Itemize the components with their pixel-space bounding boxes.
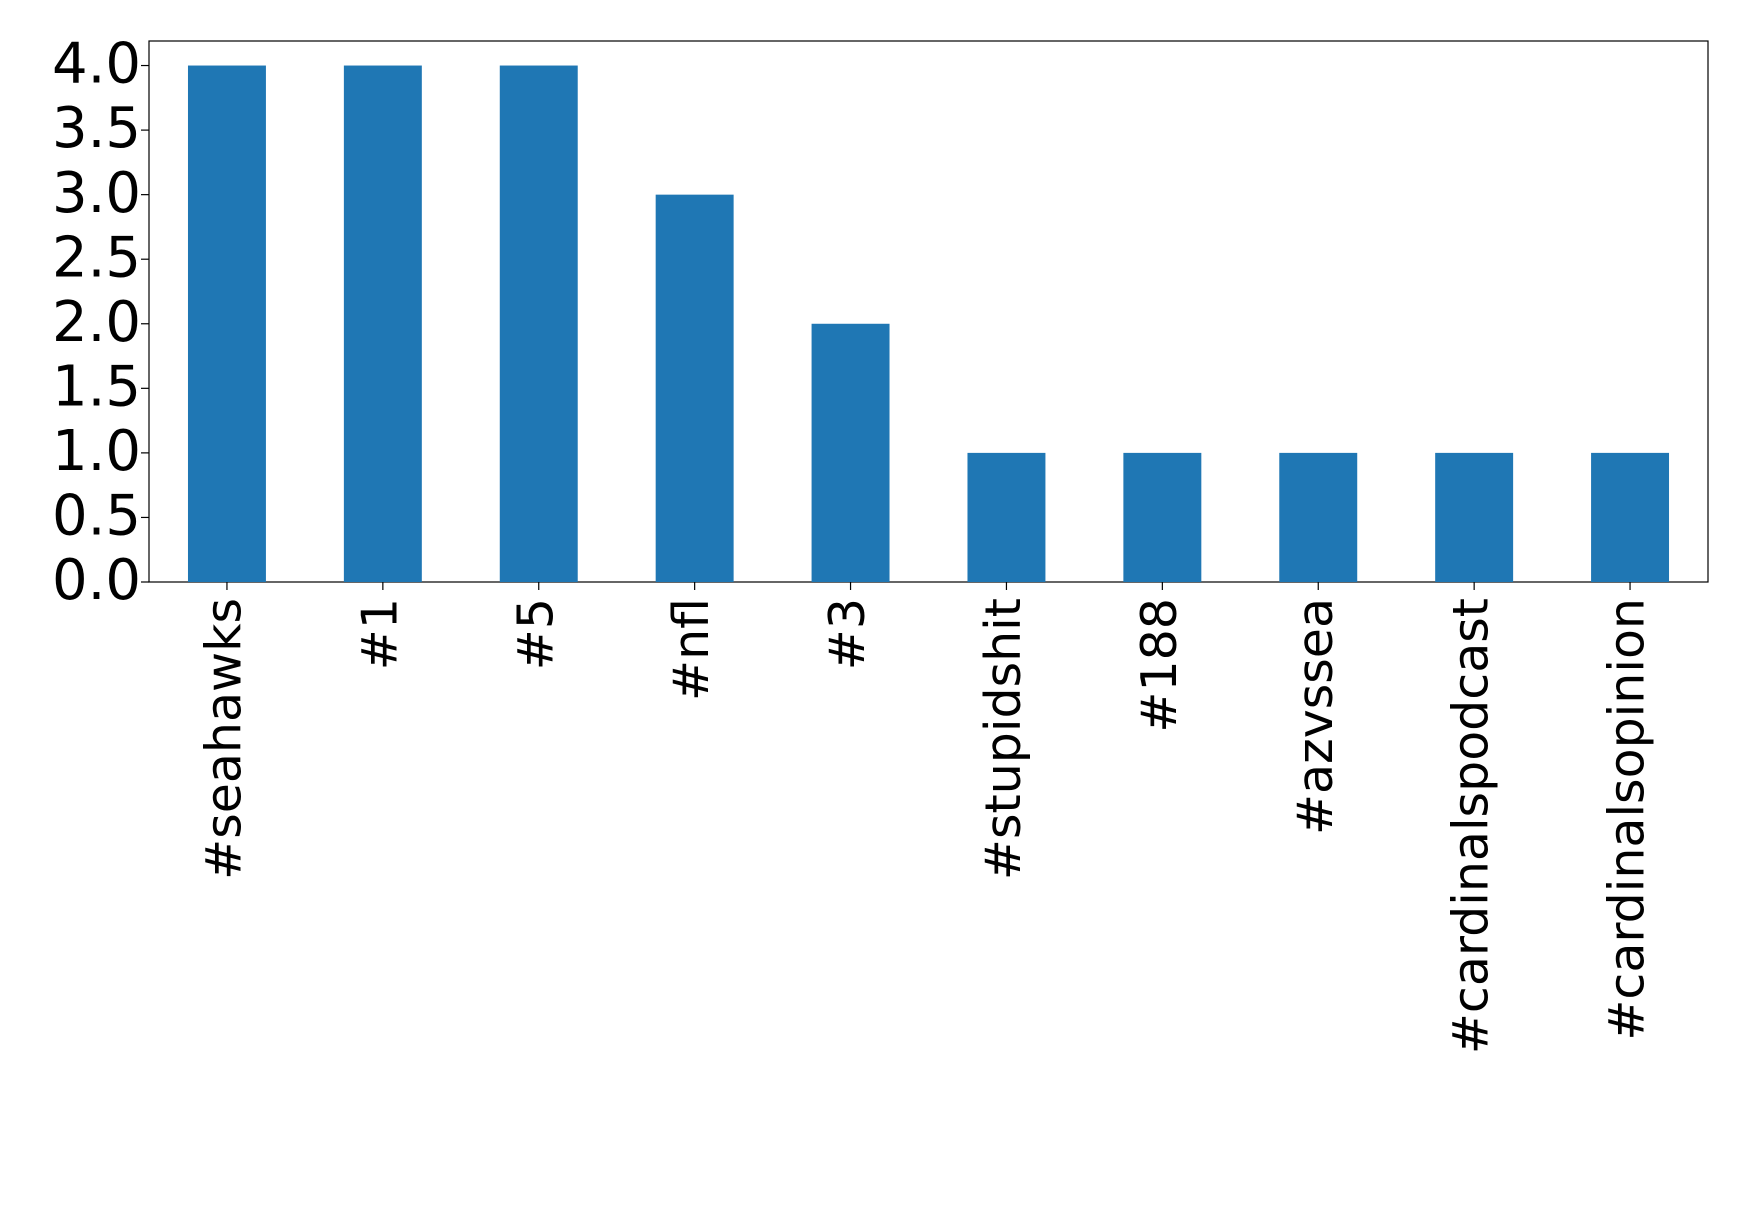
- bar: [1279, 452, 1358, 582]
- x-tick-label: #5: [507, 598, 564, 670]
- plot-frame: [148, 40, 1709, 583]
- y-tick-label: 3.5: [52, 96, 141, 161]
- bar: [499, 65, 578, 582]
- bar: [967, 452, 1046, 582]
- y-tick-label: 1.0: [52, 419, 141, 484]
- x-tick-label: #stupidshit: [975, 598, 1032, 880]
- bar: [811, 323, 890, 582]
- y-tick-label: 0.0: [52, 548, 141, 613]
- x-tick-label: #azvssea: [1287, 598, 1344, 835]
- bar: [1435, 452, 1514, 582]
- x-tick-label: #seahawks: [195, 598, 252, 880]
- x-tick-label: #nfl: [663, 598, 720, 701]
- x-tick-label: #3: [819, 598, 876, 670]
- y-tick-label: 3.0: [52, 161, 141, 226]
- y-tick-label: 2.5: [52, 225, 141, 290]
- bar: [187, 65, 266, 582]
- y-tick-label: 0.5: [52, 484, 141, 549]
- x-tick-label: #cardinalspodcast: [1443, 598, 1500, 1054]
- y-tick-label: 4.0: [52, 32, 141, 97]
- x-tick-label: #188: [1131, 598, 1188, 733]
- x-tick-label: #cardinalsopinion: [1599, 598, 1656, 1041]
- bar: [1123, 452, 1202, 582]
- bar: [343, 65, 422, 582]
- bar: [1591, 452, 1670, 582]
- y-tick-label: 1.5: [52, 354, 141, 419]
- y-tick-label: 2.0: [52, 290, 141, 355]
- bar: [655, 194, 734, 582]
- x-tick-label: #1: [351, 598, 408, 670]
